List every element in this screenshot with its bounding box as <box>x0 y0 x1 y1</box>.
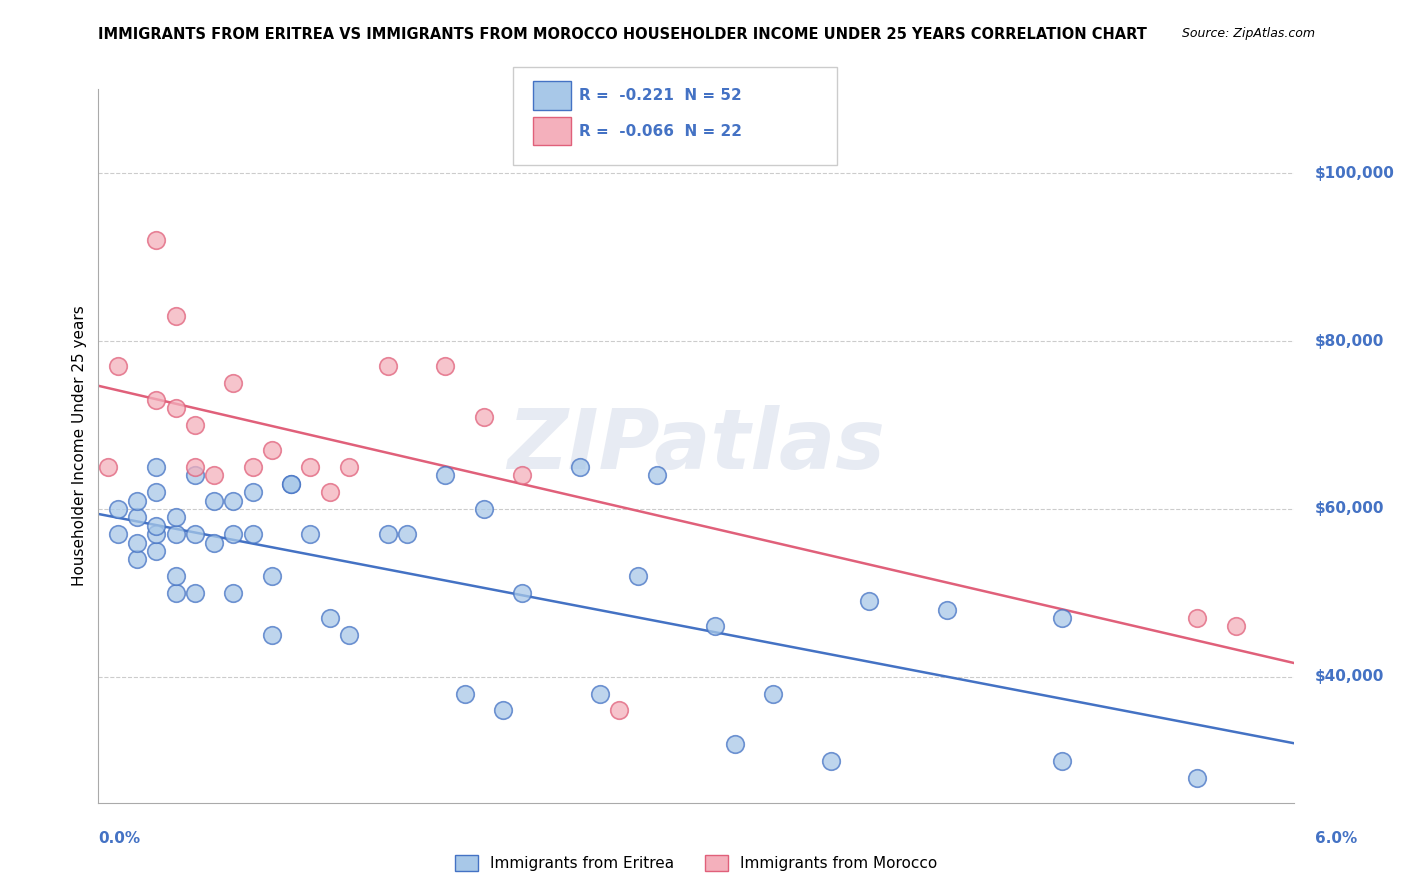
Point <box>377 359 399 374</box>
Point <box>1185 611 1208 625</box>
Point <box>472 502 495 516</box>
Point <box>107 502 129 516</box>
Point <box>125 493 148 508</box>
Point <box>607 703 630 717</box>
Point <box>125 510 148 524</box>
Point <box>434 359 457 374</box>
Point <box>377 527 399 541</box>
Point <box>165 527 187 541</box>
Point <box>145 544 167 558</box>
Point <box>1225 619 1247 633</box>
Text: Source: ZipAtlas.com: Source: ZipAtlas.com <box>1181 27 1315 40</box>
Point <box>165 586 187 600</box>
Point <box>202 468 225 483</box>
Point <box>260 443 283 458</box>
Text: $100,000: $100,000 <box>1315 166 1395 181</box>
Text: R =  -0.221  N = 52: R = -0.221 N = 52 <box>579 88 742 103</box>
Point <box>319 485 342 500</box>
Point <box>1185 771 1208 785</box>
Point <box>222 586 245 600</box>
Point <box>858 594 880 608</box>
Point <box>299 527 322 541</box>
Point <box>145 485 167 500</box>
Point <box>184 468 207 483</box>
Point <box>820 754 842 768</box>
Point <box>319 611 342 625</box>
Point <box>627 569 650 583</box>
Point <box>935 603 957 617</box>
Point <box>492 703 515 717</box>
Point <box>145 392 167 407</box>
Point <box>299 460 322 475</box>
Point <box>165 510 187 524</box>
Point <box>512 468 534 483</box>
Point <box>145 527 167 541</box>
Point <box>125 552 148 566</box>
Point <box>222 376 245 390</box>
Point <box>165 569 187 583</box>
Y-axis label: Householder Income Under 25 years: Householder Income Under 25 years <box>72 306 87 586</box>
Text: ZIPatlas: ZIPatlas <box>508 406 884 486</box>
Point <box>242 485 264 500</box>
Point <box>704 619 727 633</box>
Point <box>569 460 592 475</box>
Point <box>260 628 283 642</box>
Point <box>588 687 610 701</box>
Point <box>280 476 302 491</box>
Point <box>395 527 418 541</box>
Point <box>1050 611 1073 625</box>
Point <box>280 476 302 491</box>
Point <box>242 527 264 541</box>
Point <box>222 527 245 541</box>
Point <box>512 586 534 600</box>
Point <box>165 401 187 416</box>
Text: R =  -0.066  N = 22: R = -0.066 N = 22 <box>579 124 742 138</box>
Point <box>145 460 167 475</box>
Point <box>260 569 283 583</box>
Text: $60,000: $60,000 <box>1315 501 1384 516</box>
Point <box>1050 754 1073 768</box>
Point <box>165 309 187 323</box>
Point <box>107 527 129 541</box>
Point <box>242 460 264 475</box>
Point <box>472 409 495 424</box>
Point <box>184 527 207 541</box>
Point <box>125 535 148 549</box>
Point <box>145 518 167 533</box>
Text: 6.0%: 6.0% <box>1315 831 1357 846</box>
Text: IMMIGRANTS FROM ERITREA VS IMMIGRANTS FROM MOROCCO HOUSEHOLDER INCOME UNDER 25 Y: IMMIGRANTS FROM ERITREA VS IMMIGRANTS FR… <box>98 27 1147 42</box>
Point <box>762 687 785 701</box>
Point <box>222 493 245 508</box>
Point <box>434 468 457 483</box>
Point <box>202 535 225 549</box>
Point <box>202 493 225 508</box>
Point <box>184 586 207 600</box>
Text: $80,000: $80,000 <box>1315 334 1384 349</box>
Point <box>337 460 360 475</box>
Point <box>723 737 745 751</box>
Point <box>184 417 207 432</box>
Point <box>453 687 475 701</box>
Point <box>337 628 360 642</box>
Legend: Immigrants from Eritrea, Immigrants from Morocco: Immigrants from Eritrea, Immigrants from… <box>449 849 943 877</box>
Text: $40,000: $40,000 <box>1315 669 1384 684</box>
Point <box>184 460 207 475</box>
Point <box>107 359 129 374</box>
Text: 0.0%: 0.0% <box>98 831 141 846</box>
Point <box>145 233 167 247</box>
Point <box>647 468 669 483</box>
Point <box>97 460 120 475</box>
